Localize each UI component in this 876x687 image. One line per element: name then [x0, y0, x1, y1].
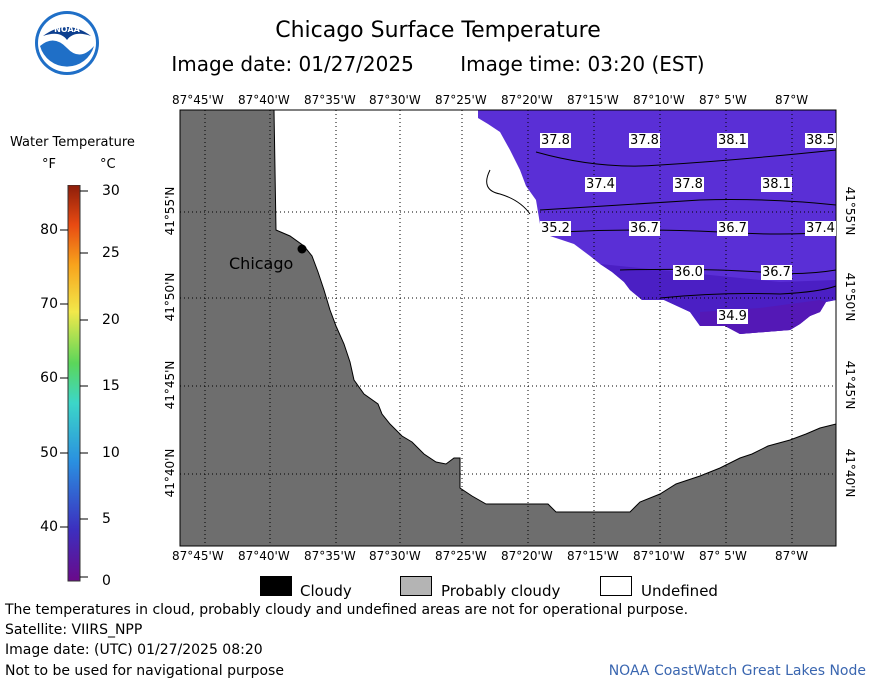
latitude-label: 41°40'N — [163, 448, 177, 498]
temperature-label: 35.2 — [540, 221, 571, 236]
longitude-label: 87°15'W — [567, 549, 619, 563]
latitude-label: 41°45'N — [843, 360, 857, 410]
svg-text:NOAA: NOAA — [54, 25, 80, 34]
longitude-label: 87°25'W — [435, 549, 487, 563]
legend-c-tick: 20 — [102, 312, 120, 328]
image-time: Image time: 03:20 (EST) — [460, 52, 705, 76]
longitude-label: 87°35'W — [304, 93, 356, 107]
latitude-label: 41°55'N — [163, 186, 177, 236]
legend-c-tick: 15 — [102, 378, 120, 394]
legend-colorbar — [60, 185, 88, 582]
legend-f-tick: 50 — [40, 445, 58, 461]
legend-f-tick: 70 — [40, 296, 58, 312]
latitude-label: 41°55'N — [843, 186, 857, 236]
longitude-label: 87°45'W — [172, 549, 224, 563]
legend-f-tick: 60 — [40, 370, 58, 386]
legend-title: Water Temperature — [10, 135, 135, 150]
legend-unit-celsius: °C — [100, 157, 116, 172]
temperature-label: 36.7 — [761, 265, 792, 280]
latitude-label: 41°40'N — [843, 448, 857, 498]
navigation-warning: Not to be used for navigational purpose — [5, 663, 284, 679]
longitude-label: 87° 5'W — [699, 93, 747, 107]
longitude-label: 87°10'W — [633, 549, 685, 563]
temperature-label: 38.1 — [761, 177, 792, 192]
legend-c-tick: 10 — [102, 445, 120, 461]
legend-f-tick: 40 — [40, 519, 58, 535]
longitude-label: 87°20'W — [501, 549, 553, 563]
legend-c-tick: 30 — [102, 183, 120, 199]
longitude-label: 87°25'W — [435, 93, 487, 107]
noaa-logo: NOAA — [35, 11, 99, 75]
temperature-label: 37.8 — [629, 133, 660, 148]
longitude-label: 87°40'W — [238, 549, 290, 563]
utc-date-text: Image date: (UTC) 01/27/2025 08:20 — [5, 642, 263, 658]
disclaimer-text: The temperatures in cloud, probably clou… — [5, 602, 689, 618]
credit-text: NOAA CoastWatch Great Lakes Node — [608, 663, 866, 679]
temperature-label: 37.4 — [805, 221, 836, 236]
city-label: Chicago — [229, 254, 294, 273]
longitude-label: 87°W — [775, 93, 809, 107]
image-datetime: Image date: 01/27/2025 Image time: 03:20… — [0, 52, 876, 76]
latitude-label: 41°45'N — [163, 360, 177, 410]
latitude-label: 41°50'N — [163, 272, 177, 322]
legend-c-tick: 5 — [102, 511, 111, 527]
longitude-label: 87°45'W — [172, 93, 224, 107]
temperature-label: 36.7 — [629, 221, 660, 236]
longitude-label: 87°35'W — [304, 549, 356, 563]
temperature-label: 37.8 — [540, 133, 571, 148]
longitude-label: 87°W — [775, 549, 809, 563]
land-region — [179, 109, 837, 547]
longitude-label: 87° 5'W — [699, 549, 747, 563]
key-probably-cloudy-label: Probably cloudy — [441, 582, 561, 600]
legend-unit-fahrenheit: °F — [42, 157, 56, 172]
map-title: Chicago Surface Temperature — [275, 18, 601, 43]
temperature-label: 37.4 — [585, 177, 616, 192]
chicago-marker — [297, 244, 307, 254]
temperature-label: 36.0 — [673, 265, 704, 280]
temperature-label: 34.9 — [717, 309, 748, 324]
longitude-label: 87°30'W — [369, 93, 421, 107]
temperature-label: 38.5 — [805, 133, 836, 148]
key-cloudy-swatch — [260, 576, 292, 596]
image-date: Image date: 01/27/2025 — [171, 52, 414, 76]
key-undefined-label: Undefined — [641, 582, 718, 600]
longitude-label: 87°10'W — [633, 93, 685, 107]
latitude-label: 41°50'N — [843, 272, 857, 322]
legend-f-tick: 80 — [40, 222, 58, 238]
longitude-label: 87°40'W — [238, 93, 290, 107]
longitude-label: 87°15'W — [567, 93, 619, 107]
temperature-label: 38.1 — [717, 133, 748, 148]
temperature-label: 37.8 — [673, 177, 704, 192]
longitude-label: 87°30'W — [369, 549, 421, 563]
legend-c-tick: 0 — [102, 573, 111, 589]
key-cloudy-label: Cloudy — [300, 582, 352, 600]
key-undefined-swatch — [600, 576, 632, 596]
key-probably-cloudy-swatch — [400, 576, 432, 596]
legend-c-tick: 25 — [102, 245, 120, 261]
satellite-text: Satellite: VIIRS_NPP — [5, 622, 143, 638]
temperature-label: 36.7 — [717, 221, 748, 236]
longitude-label: 87°20'W — [501, 93, 553, 107]
